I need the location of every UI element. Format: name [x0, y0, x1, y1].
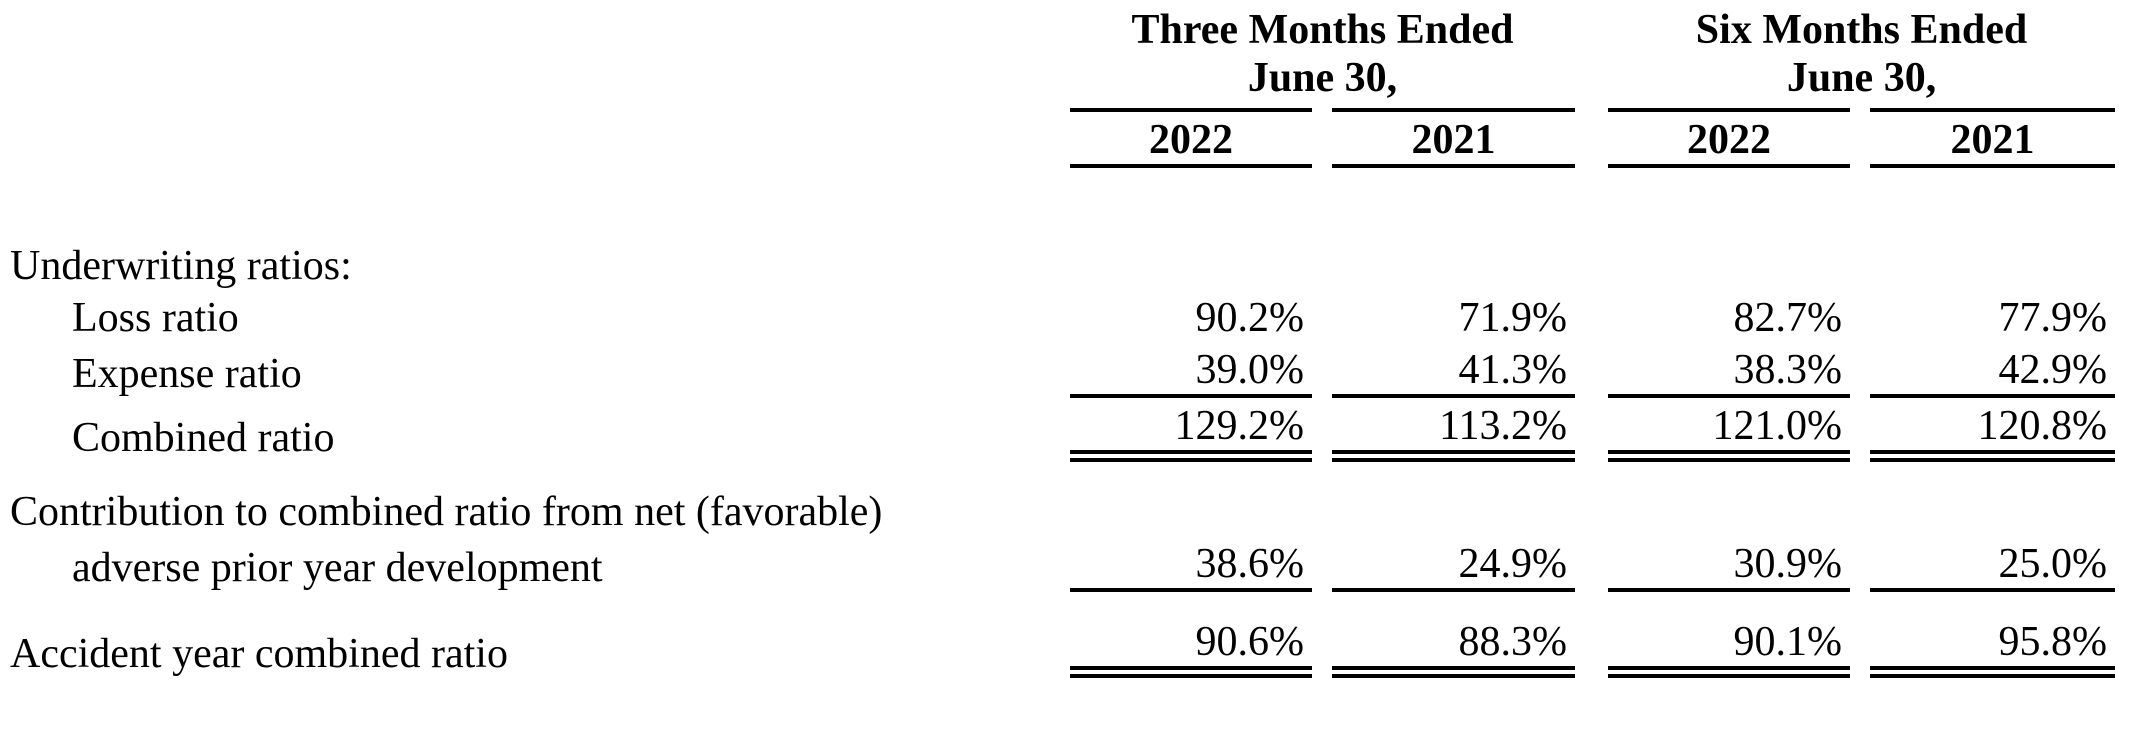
group-title-line1: Three Months Ended — [1131, 7, 1514, 53]
value-cell: 30.9% — [1608, 536, 1851, 592]
column-gap — [1575, 398, 1608, 462]
column-gap — [1312, 238, 1332, 290]
column-gap — [1850, 614, 1870, 678]
spacer-cell — [0, 168, 2115, 238]
header-body-spacer — [0, 168, 2115, 238]
value-cell — [1332, 484, 1575, 536]
value-cell: 90.1% — [1608, 614, 1851, 678]
value-cell — [1332, 238, 1575, 290]
value-cell: 42.9% — [1870, 342, 2116, 398]
group-title-line1: Six Months Ended — [1695, 7, 2028, 53]
value-cell: 38.3% — [1608, 342, 1851, 398]
value-cell: 90.2% — [1195, 295, 1305, 341]
year-header-row: 2022 2021 2022 2021 — [0, 116, 2116, 168]
value-cell: 82.7% — [1733, 295, 1843, 341]
value-cell — [1870, 484, 2115, 536]
group-underline — [1870, 108, 2116, 116]
value-cell: 88.3% — [1332, 614, 1576, 678]
underwriting-ratios-table: Three Months Ended June 30, Six Months E… — [0, 0, 2116, 678]
value-cell: 24.9% — [1332, 536, 1576, 592]
value-cell: 25.0% — [1870, 536, 2116, 592]
column-gap — [1850, 536, 1870, 592]
row-label: Expense ratio — [72, 351, 302, 397]
column-gap — [1575, 342, 1608, 398]
value-cell — [1608, 238, 1850, 290]
spacer-cell — [0, 592, 2115, 614]
row-label: Underwriting ratios: — [10, 243, 352, 289]
column-gap — [1850, 484, 1870, 536]
group-underline — [1332, 108, 1576, 116]
group-title-line2: June 30, — [1247, 55, 1398, 101]
table-body: Underwriting ratios: Loss ratio 90.2% 71.9%… — [0, 238, 2116, 678]
column-gap — [1850, 108, 1870, 116]
table-row: Expense ratio 39.0% 41.3% 38.3% 42.9% — [0, 342, 2116, 398]
row-label: Contribution to combined ratio from net … — [10, 489, 883, 535]
column-gap — [1312, 108, 1332, 116]
table-row: Accident year combined ratio 90.6% 88.3% 90… — [0, 614, 2116, 678]
row-label: adverse prior year development — [72, 545, 603, 591]
column-gap — [1850, 290, 1870, 342]
spacer-row — [0, 462, 2115, 484]
year-label-spacer — [0, 116, 1070, 168]
column-gap — [1850, 238, 1870, 290]
column-gap — [1312, 342, 1332, 398]
value-cell — [1070, 238, 1312, 290]
row-label: Combined ratio — [72, 415, 335, 461]
group-gap — [1575, 0, 1608, 108]
value-cell: 121.0% — [1608, 398, 1851, 462]
value-cell: 120.8% — [1870, 398, 2116, 462]
column-gap — [1575, 116, 1608, 168]
table-header: Three Months Ended June 30, Six Months E… — [0, 0, 2116, 238]
spacer-row — [0, 592, 2115, 614]
column-gap — [1575, 536, 1608, 592]
column-gap — [1312, 614, 1332, 678]
group-title-line2: June 30, — [1786, 55, 1937, 101]
row-label: Accident year combined ratio — [10, 631, 508, 677]
year-header-2022-ytd: 2022 — [1608, 116, 1851, 168]
column-gap — [1312, 290, 1332, 342]
group-underline — [1608, 108, 1851, 116]
value-cell: 90.6% — [1070, 614, 1312, 678]
spacer-cell — [0, 462, 2115, 484]
column-gap — [1312, 398, 1332, 462]
value-cell: 129.2% — [1070, 398, 1312, 462]
group-underline-row — [0, 108, 2116, 116]
column-gap — [1575, 108, 1608, 116]
column-gap — [1575, 484, 1608, 536]
column-gap — [1850, 116, 1870, 168]
table-row: Loss ratio 90.2% 71.9% 82.7% 77.9% — [0, 290, 2115, 342]
table-row: Combined ratio 129.2% 113.2% 121.0% 120.8% — [0, 398, 2116, 462]
value-cell: 39.0% — [1070, 342, 1312, 398]
table-row: Underwriting ratios: — [0, 238, 2115, 290]
value-cell: 71.9% — [1458, 295, 1568, 341]
header-label-spacer — [0, 0, 1070, 108]
group-underline — [1070, 108, 1312, 116]
column-gap — [1850, 342, 1870, 398]
year-header-2021-q: 2021 — [1332, 116, 1576, 168]
column-gap — [1312, 536, 1332, 592]
table-row: Contribution to combined ratio from net … — [0, 484, 2115, 536]
value-cell: 95.8% — [1870, 614, 2116, 678]
group-title-six-months: Six Months Ended June 30, — [1608, 0, 2115, 108]
value-cell — [1070, 484, 1312, 536]
column-gap — [1850, 398, 1870, 462]
column-gap — [1575, 238, 1608, 290]
year-header-2021-ytd: 2021 — [1870, 116, 2116, 168]
column-gap — [1575, 290, 1608, 342]
year-header-2022-q: 2022 — [1070, 116, 1312, 168]
table-row: adverse prior year development 38.6% 24.9%… — [0, 536, 2116, 592]
group-header-row: Three Months Ended June 30, Six Months E… — [0, 0, 2115, 108]
group-title-three-months: Three Months Ended June 30, — [1070, 0, 1575, 108]
value-cell: 77.9% — [1998, 295, 2108, 341]
value-cell — [1608, 484, 1850, 536]
value-cell — [1870, 238, 2115, 290]
rule-spacer — [0, 108, 1070, 116]
row-label: Loss ratio — [72, 295, 239, 341]
column-gap — [1575, 614, 1608, 678]
value-cell: 38.6% — [1070, 536, 1312, 592]
column-gap — [1312, 484, 1332, 536]
value-cell: 113.2% — [1332, 398, 1576, 462]
column-gap — [1312, 116, 1332, 168]
value-cell: 41.3% — [1332, 342, 1576, 398]
